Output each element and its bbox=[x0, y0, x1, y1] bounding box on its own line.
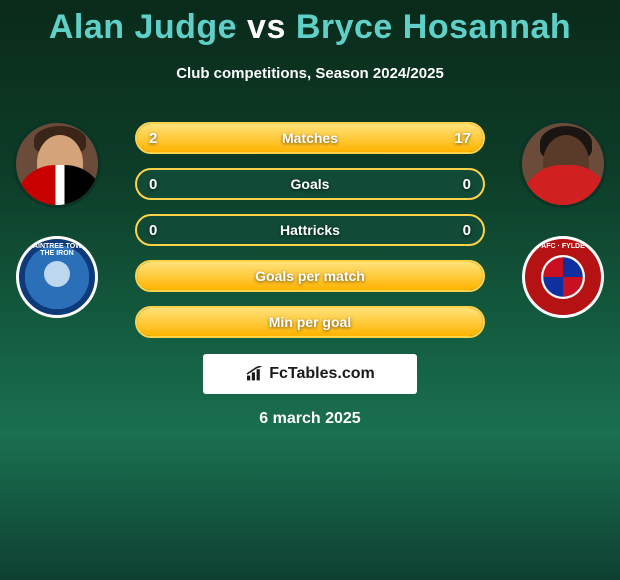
player1-avatar bbox=[13, 120, 101, 208]
jersey-shape bbox=[15, 165, 101, 208]
brand-box: FcTables.com bbox=[203, 354, 417, 394]
bar-value-left: 0 bbox=[149, 222, 157, 239]
brand-text: FcTables.com bbox=[269, 365, 375, 383]
title: Alan Judge vs Bryce Hosannah bbox=[0, 0, 620, 47]
title-player1: Alan Judge bbox=[49, 8, 237, 46]
comparison-bars: 2 Matches 17 0 Goals 0 0 Hattricks 0 Goals per ma… bbox=[135, 122, 485, 338]
title-player2: Bryce Hosannah bbox=[296, 8, 571, 46]
bar-value-right: 0 bbox=[463, 222, 471, 239]
jersey-shape bbox=[521, 165, 607, 208]
stat-bar: 2 Matches 17 bbox=[135, 122, 485, 154]
stat-bar: Min per goal bbox=[135, 306, 485, 338]
club2-ring-text: AFC · FYLDE bbox=[525, 239, 601, 315]
club1-ring-text: BRAINTREE TOWN · THE IRON bbox=[19, 239, 95, 315]
comparison-card: Alan Judge vs Bryce Hosannah Club compet… bbox=[0, 0, 620, 580]
bar-label: Matches bbox=[282, 130, 338, 146]
bar-label: Goals per match bbox=[255, 268, 365, 284]
bar-value-right: 0 bbox=[463, 176, 471, 193]
player1-club-badge: BRAINTREE TOWN · THE IRON bbox=[16, 236, 98, 318]
bar-value-left: 0 bbox=[149, 176, 157, 193]
stat-bar: 0 Goals 0 bbox=[135, 168, 485, 200]
bar-value-right: 17 bbox=[454, 130, 471, 147]
bar-value-left: 2 bbox=[149, 130, 157, 147]
title-vs: vs bbox=[247, 8, 286, 46]
stat-bar: 0 Hattricks 0 bbox=[135, 214, 485, 246]
right-column: AFC · FYLDE bbox=[518, 120, 608, 318]
bar-label: Hattricks bbox=[280, 222, 340, 238]
player2-avatar bbox=[519, 120, 607, 208]
date-text: 6 march 2025 bbox=[0, 410, 620, 428]
brand-chart-icon bbox=[245, 366, 265, 382]
left-column: BRAINTREE TOWN · THE IRON bbox=[12, 120, 102, 318]
bar-label: Min per goal bbox=[269, 314, 351, 330]
player2-club-badge: AFC · FYLDE bbox=[522, 236, 604, 318]
stat-bar: Goals per match bbox=[135, 260, 485, 292]
subtitle: Club competitions, Season 2024/2025 bbox=[0, 65, 620, 82]
bar-label: Goals bbox=[291, 176, 330, 192]
